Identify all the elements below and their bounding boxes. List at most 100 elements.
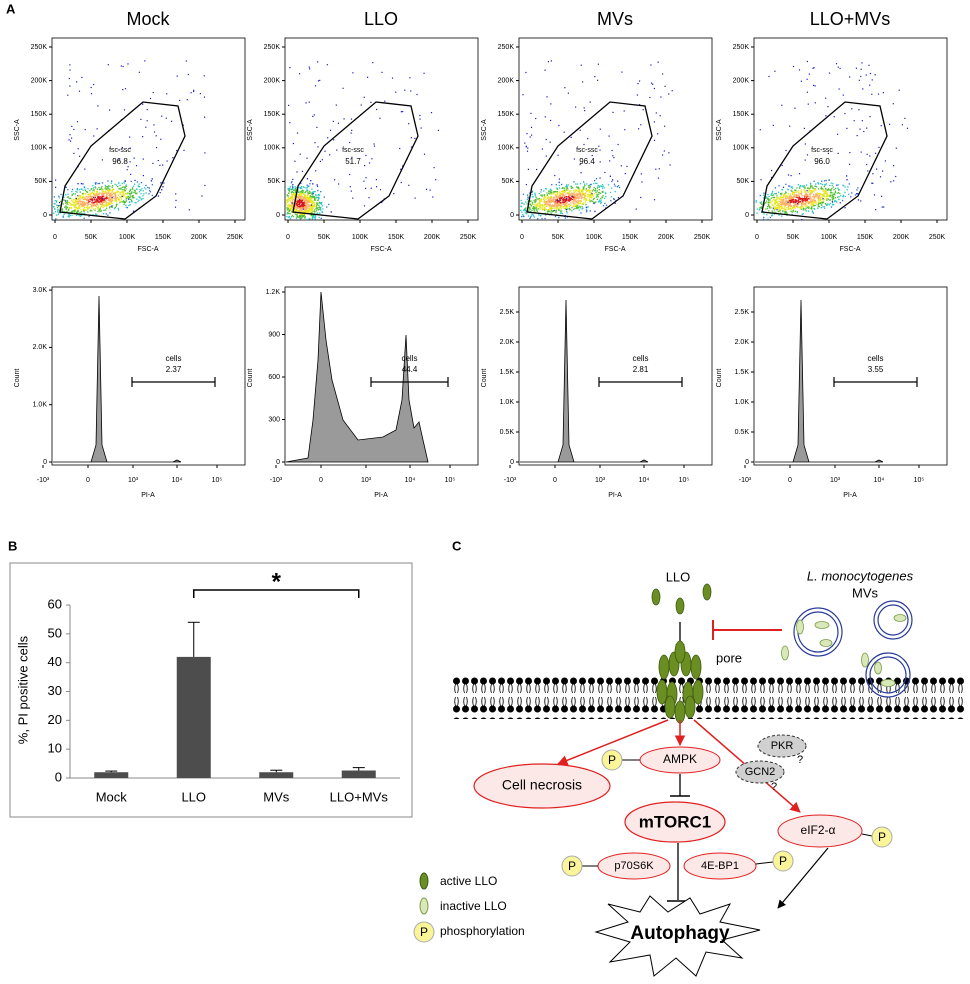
event-dot	[290, 207, 293, 210]
event-dot	[113, 192, 115, 194]
event-dot	[784, 207, 786, 209]
event-dot	[822, 206, 824, 208]
event-dot	[823, 206, 826, 208]
event-dot	[580, 172, 582, 174]
event-dot	[91, 199, 93, 201]
event-dot	[838, 192, 840, 194]
event-dot	[56, 204, 58, 206]
event-dot	[798, 197, 800, 199]
event-dot	[583, 194, 585, 196]
event-dot	[301, 198, 303, 201]
event-dot	[522, 193, 525, 195]
event-dot	[310, 204, 312, 206]
x-tick-label: 10⁵	[445, 477, 456, 484]
event-dot	[784, 197, 786, 199]
event-dot	[612, 179, 614, 181]
event-dot	[585, 203, 587, 206]
event-dot	[815, 203, 818, 205]
event-dot	[93, 193, 95, 196]
event-dot	[528, 206, 530, 208]
y-tick-label: 2.0K	[735, 339, 750, 346]
event-dot	[62, 216, 64, 218]
y-tick-label: 1.5K	[735, 369, 750, 376]
event-dot	[321, 211, 323, 214]
event-dot	[787, 206, 789, 208]
event-dot	[804, 186, 806, 188]
event-dot	[300, 191, 302, 193]
event-dot	[525, 184, 527, 186]
event-dot	[92, 184, 94, 187]
event-dot	[567, 200, 570, 202]
event-dot	[292, 187, 294, 190]
event-dot	[624, 173, 626, 175]
event-dot	[65, 208, 67, 211]
event-dot	[820, 193, 822, 195]
event-dot	[101, 159, 103, 161]
event-dot	[659, 115, 661, 117]
event-dot	[804, 159, 806, 161]
event-dot	[294, 191, 297, 193]
event-dot	[621, 71, 623, 73]
event-dot	[795, 205, 798, 207]
event-dot	[547, 200, 549, 202]
event-dot	[93, 190, 96, 192]
event-dot	[831, 199, 834, 201]
event-dot	[807, 200, 809, 203]
event-dot	[111, 196, 113, 198]
pkr-node: PKR	[771, 740, 794, 752]
event-dot	[825, 190, 827, 192]
event-dot	[861, 120, 863, 122]
event-dot	[787, 204, 789, 206]
event-dot	[801, 195, 803, 197]
event-dot	[133, 157, 135, 159]
event-dot	[301, 196, 304, 198]
event-dot	[548, 199, 550, 201]
event-dot	[832, 198, 834, 200]
x-tick-label: 150K	[857, 234, 874, 241]
event-dot	[789, 201, 792, 204]
event-dot	[855, 67, 857, 69]
event-dot	[114, 192, 117, 194]
event-dot	[291, 181, 293, 183]
event-dot	[291, 211, 293, 213]
event-dot	[121, 191, 124, 193]
event-dot	[300, 206, 303, 208]
event-dot	[559, 195, 561, 197]
event-dot	[316, 204, 318, 206]
event-dot	[114, 199, 116, 202]
event-dot	[583, 188, 585, 190]
event-dot	[849, 163, 851, 165]
event-dot	[123, 186, 125, 188]
event-dot	[111, 199, 114, 201]
event-dot	[792, 193, 795, 195]
event-dot	[414, 137, 416, 139]
event-dot	[555, 190, 557, 193]
event-dot	[555, 184, 557, 186]
event-dot	[771, 194, 773, 196]
event-dot	[537, 204, 539, 206]
event-dot	[835, 200, 837, 202]
event-dot	[67, 94, 69, 96]
event-dot	[840, 195, 842, 197]
event-dot	[554, 196, 556, 198]
event-dot	[566, 189, 569, 191]
event-dot	[771, 176, 773, 179]
event-dot	[780, 204, 782, 206]
event-dot	[792, 200, 795, 203]
event-dot	[107, 188, 109, 190]
event-dot	[791, 190, 793, 192]
event-dot	[124, 190, 126, 192]
event-dot	[138, 199, 140, 201]
event-dot	[302, 198, 305, 200]
event-dot	[796, 201, 798, 203]
event-dot	[563, 195, 566, 197]
event-dot	[109, 109, 111, 111]
event-dot	[556, 187, 558, 189]
event-dot	[564, 190, 567, 192]
event-dot	[834, 200, 836, 203]
event-dot	[84, 197, 86, 199]
event-dot	[334, 179, 336, 181]
event-dot	[539, 208, 541, 210]
event-dot	[568, 205, 570, 208]
event-dot	[108, 189, 110, 191]
